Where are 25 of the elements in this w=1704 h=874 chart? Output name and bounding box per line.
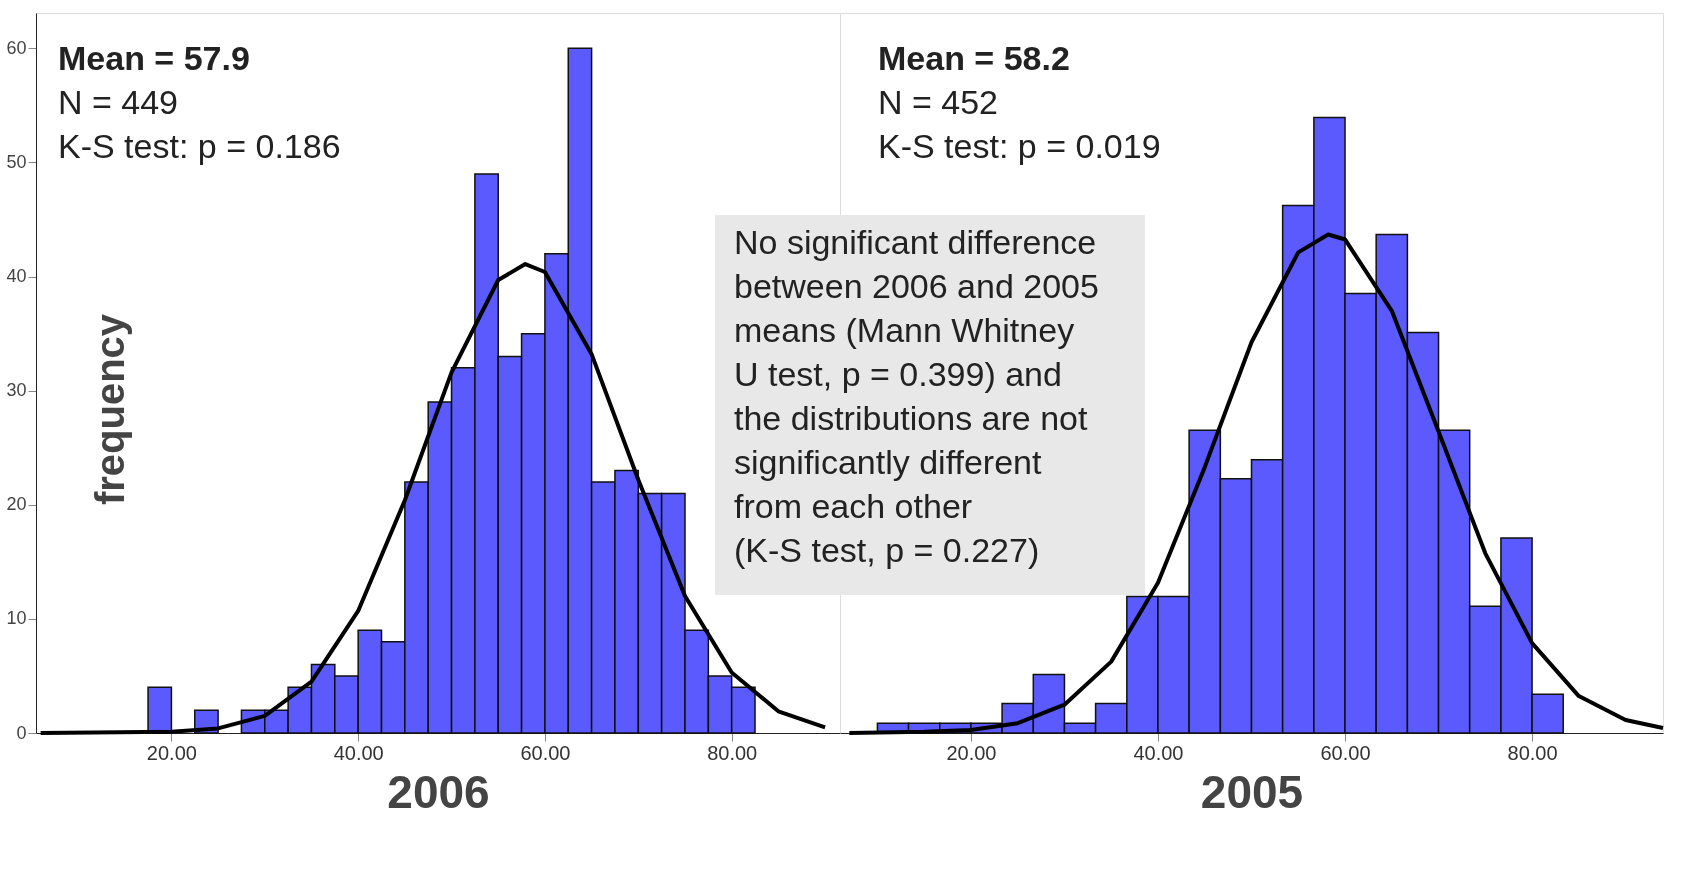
x-axis-title: 2005 — [1200, 765, 1304, 818]
x-tick-label: 60.00 — [1320, 741, 1371, 764]
annotation: Mean = 57.9 — [58, 39, 250, 77]
x-tick-label: 20.00 — [946, 741, 997, 764]
x-tick-label: 60.00 — [520, 741, 571, 764]
x-axis-title: 2006 — [387, 765, 490, 818]
x-tick-label: 40.00 — [333, 741, 384, 764]
x-tick-label: 80.00 — [707, 741, 758, 764]
y-tick-label: 20 — [6, 494, 27, 515]
y-tick-label: 40 — [6, 266, 27, 287]
x-tick-label: 40.00 — [1133, 741, 1184, 764]
y-tick-label: 10 — [6, 608, 27, 629]
y-tick-label: 30 — [6, 380, 27, 401]
x-tick-label: 80.00 — [1507, 741, 1558, 764]
annotation: N = 449 — [58, 83, 179, 121]
x-tick-label: 20.00 — [146, 741, 197, 764]
y-axis-title: frequency — [87, 313, 132, 506]
annotation: N = 452 — [878, 83, 999, 121]
annotation: K-S test: p = 0.019 — [878, 127, 1161, 165]
y-tick-label: 60 — [6, 37, 27, 58]
annotation: K-S test: p = 0.186 — [58, 127, 341, 165]
annotation: No significant difference between 2006 and 2005 means (Mann Whitney U test, p = 0.399) and the distributions are not significantly different from each other (K-S test, p = 0.227) — [734, 223, 1099, 569]
y-tick-label: 0 — [16, 722, 27, 743]
y-tick-label: 50 — [6, 151, 27, 172]
text: Mean = 58.2 — [878, 39, 1070, 77]
